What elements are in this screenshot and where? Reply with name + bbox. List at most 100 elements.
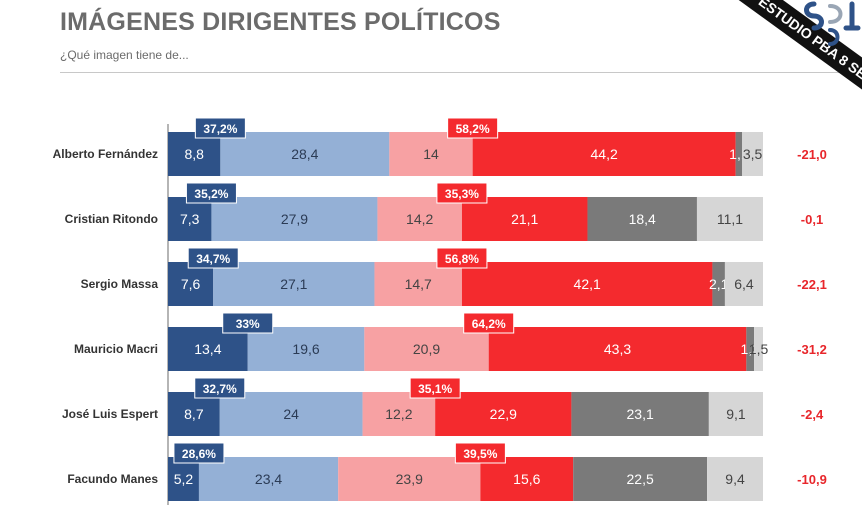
bar-segment <box>338 457 481 501</box>
net-value-label: -22,1 <box>797 277 827 292</box>
segment-value-label: 15,6 <box>513 471 540 487</box>
segment-value-label: 6,4 <box>734 276 754 292</box>
segment-value-label: 8,8 <box>184 146 204 162</box>
positive-total-label: 37,2% <box>203 122 237 136</box>
segment-value-label: 9,1 <box>726 406 746 422</box>
segment-value-label: 22,9 <box>490 406 517 422</box>
bar-row: Sergio Massa 7,6 27,1 14,7 42,1 2,1 6,4 34,7% 56… <box>81 247 827 306</box>
title-divider <box>60 72 848 73</box>
positive-total-label: 32,7% <box>203 382 237 396</box>
bar-segment <box>480 457 574 501</box>
category-label: José Luis Espert <box>62 407 158 421</box>
segment-value-label: 28,4 <box>291 146 318 162</box>
segment-value-label: 12,2 <box>385 406 412 422</box>
segment-value-label: 7,6 <box>181 276 201 292</box>
segment-value-label: 8,7 <box>184 406 204 422</box>
segment-value-label: 13,4 <box>194 341 221 357</box>
category-label: Mauricio Macri <box>74 342 158 356</box>
positive-total-badge <box>187 247 239 269</box>
segment-value-label: 2,1 <box>709 276 729 292</box>
positive-total-label: 34,7% <box>196 252 230 266</box>
negative-total-label: 39,5% <box>463 447 497 461</box>
bar-segment <box>461 197 588 241</box>
bar-segment <box>573 457 708 501</box>
bar-segment <box>461 262 713 306</box>
bar-segment <box>472 132 736 176</box>
bar-segment <box>377 197 462 241</box>
positive-total-badge <box>222 312 274 334</box>
bar-segment <box>168 392 220 436</box>
positive-total-label: 28,6% <box>182 447 216 461</box>
segment-value-label: 14 <box>423 146 439 162</box>
segment-value-label: 18,4 <box>629 211 656 227</box>
segment-value-label: 11,1 <box>717 211 743 227</box>
bar-segment <box>168 197 212 241</box>
segment-value-label: 44,2 <box>591 146 618 162</box>
net-value-label: -2,4 <box>801 407 824 422</box>
bar-segment <box>587 197 697 241</box>
segment-value-label: 20,9 <box>413 341 440 357</box>
page-subtitle: ¿Qué imagen tiene de... <box>60 48 189 62</box>
bar-segment <box>712 262 725 306</box>
bar-segment <box>220 132 390 176</box>
bar-segment <box>168 262 214 306</box>
segment-value-label: 27,9 <box>281 211 308 227</box>
negative-total-badge <box>447 117 499 139</box>
negative-total-badge <box>436 182 488 204</box>
bar-segment <box>742 132 763 176</box>
bar-segment <box>754 327 763 371</box>
bar-segment <box>168 132 221 176</box>
segment-value-label: 19,6 <box>292 341 319 357</box>
net-value-label: -0,1 <box>801 212 823 227</box>
segment-value-label: 21,1 <box>511 211 538 227</box>
bar-segment <box>247 327 365 371</box>
negative-total-badge <box>436 247 488 269</box>
positive-total-badge <box>194 117 246 139</box>
segment-value-label: 23,4 <box>255 471 282 487</box>
bar-segment <box>488 327 747 371</box>
bar-segment <box>696 197 763 241</box>
category-label: Facundo Manes <box>67 472 158 486</box>
positive-total-badge <box>194 377 246 399</box>
bar-segment <box>213 262 375 306</box>
negative-total-label: 56,8% <box>445 252 479 266</box>
negative-total-label: 58,2% <box>456 122 490 136</box>
net-value-label: -31,2 <box>797 342 827 357</box>
positive-total-badge <box>185 182 237 204</box>
bar-segment <box>219 392 363 436</box>
segment-value-label: 24 <box>283 406 299 422</box>
bar-segment <box>571 392 709 436</box>
segment-value-label: 7,3 <box>180 211 200 227</box>
bar-segment <box>724 262 763 306</box>
bar-row: Mauricio Macri 13,4 19,6 20,9 43,3 1,31,533% 6… <box>74 312 827 371</box>
segment-value-label: 23,9 <box>396 471 423 487</box>
category-label: Alberto Fernández <box>53 147 158 161</box>
bar-row: Cristian Ritondo 7,3 27,9 14,2 21,1 18,4 11,1 3… <box>65 182 823 241</box>
bar-segment <box>168 457 199 501</box>
bar-segment <box>746 327 755 371</box>
bar-row: José Luis Espert 8,7 24 12,2 22,9 23,1 9,1 32,7… <box>62 377 824 436</box>
category-label: Sergio Massa <box>81 277 159 291</box>
negative-total-badge <box>463 312 515 334</box>
segment-value-label: 27,1 <box>280 276 307 292</box>
bar-row: Facundo Manes 5,2 23,4 23,9 15,6 22,5 9,4 28,6%… <box>67 442 827 501</box>
negative-total-label: 35,3% <box>445 187 479 201</box>
segment-value-label: 22,5 <box>627 471 654 487</box>
brand-logo-icon <box>804 1 861 46</box>
bar-segment <box>389 132 473 176</box>
segment-value-label: 5,2 <box>174 471 194 487</box>
net-value-label: -10,9 <box>797 472 827 487</box>
segment-value-label: 14,7 <box>405 276 432 292</box>
bar-segment <box>708 392 763 436</box>
bar-segment <box>707 457 763 501</box>
bar-row: Alberto Fernández 8,8 28,4 14 44,2 1,13,537,2… <box>53 117 827 176</box>
bar-segment <box>211 197 378 241</box>
segment-value-label: 43,3 <box>604 341 631 357</box>
segment-value-label: 1,5 <box>749 341 769 357</box>
bar-segment <box>374 262 462 306</box>
bar-segment <box>168 327 248 371</box>
segment-value-label: 9,4 <box>725 471 745 487</box>
positive-total-label: 35,2% <box>194 187 228 201</box>
bar-segment <box>364 327 489 371</box>
